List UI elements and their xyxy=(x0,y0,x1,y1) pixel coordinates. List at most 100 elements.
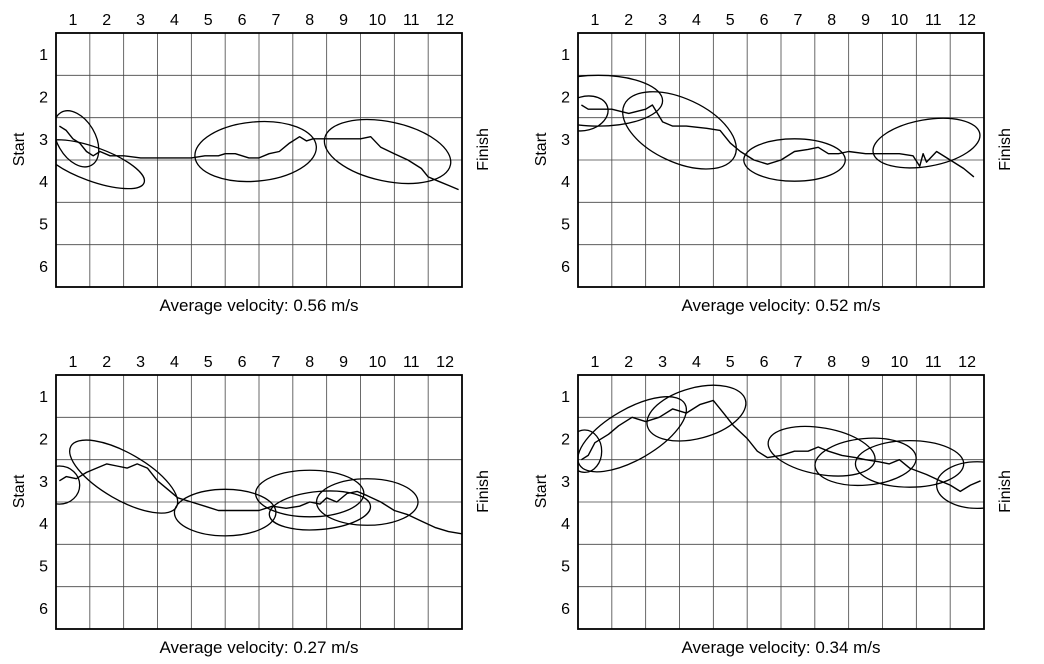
column-number-label: 10 xyxy=(891,354,909,371)
column-number-label: 1 xyxy=(68,354,77,371)
confidence-ellipse xyxy=(872,117,981,169)
column-number-label: 9 xyxy=(861,354,870,371)
column-number-label: 2 xyxy=(102,12,111,29)
start-label: Start xyxy=(533,132,550,166)
grid-border xyxy=(55,32,463,288)
confidence-ellipse xyxy=(323,118,452,185)
row-number-label: 5 xyxy=(39,559,48,576)
column-number-label: 10 xyxy=(891,12,909,29)
trajectory-path xyxy=(581,399,981,493)
row-number-label: 3 xyxy=(39,132,48,149)
column-number-label: 8 xyxy=(827,12,836,29)
row-number-label: 3 xyxy=(561,132,570,149)
column-number-label: 4 xyxy=(692,12,701,29)
row-number-label: 4 xyxy=(39,516,48,533)
confidence-ellipse xyxy=(194,120,317,183)
grid-border xyxy=(577,374,985,630)
column-number-label: 4 xyxy=(692,354,701,371)
row-number-label: 1 xyxy=(39,389,48,406)
column-number-label: 12 xyxy=(436,354,454,371)
column-number-label: 2 xyxy=(102,354,111,371)
column-number-label: 7 xyxy=(271,12,280,29)
column-number-label: 7 xyxy=(793,354,802,371)
column-number-label: 9 xyxy=(861,12,870,29)
column-number-label: 11 xyxy=(925,12,942,29)
column-number-label: 8 xyxy=(827,354,836,371)
confidence-ellipse xyxy=(814,437,917,487)
column-number-label: 6 xyxy=(760,354,769,371)
confidence-ellipse xyxy=(854,439,965,488)
column-number-label: 1 xyxy=(68,12,77,29)
velocity-caption: Average velocity: 0.27 m/s xyxy=(159,638,359,657)
row-number-label: 5 xyxy=(561,559,570,576)
ellipse-group xyxy=(578,384,984,509)
velocity-caption: Average velocity: 0.56 m/s xyxy=(159,296,359,315)
confidence-ellipse xyxy=(578,396,688,473)
confidence-ellipse xyxy=(622,91,737,170)
row-number-label: 4 xyxy=(39,174,48,191)
trajectory-path xyxy=(59,125,459,191)
grid-lines xyxy=(578,375,984,629)
column-number-label: 2 xyxy=(624,354,633,371)
start-label: Start xyxy=(533,474,550,508)
row-number-label: 6 xyxy=(561,259,570,276)
trajectory-path xyxy=(581,104,975,178)
grid-border xyxy=(55,374,463,630)
trajectory-path xyxy=(59,463,462,535)
column-number-label: 6 xyxy=(238,354,247,371)
panel-top-right: 1 2 3 4 5 6 7 8 9 10 11 12 1 2 3 4 5 6 Start Finish Average… xyxy=(522,0,1044,332)
column-number-label: 5 xyxy=(204,354,213,371)
row-number-label: 6 xyxy=(39,259,48,276)
ellipse-group xyxy=(56,439,419,537)
row-number-label: 2 xyxy=(39,432,48,449)
column-number-label: 3 xyxy=(136,12,145,29)
velocity-caption: Average velocity: 0.52 m/s xyxy=(681,296,881,315)
finish-label: Finish xyxy=(997,128,1014,171)
grid-lines xyxy=(56,33,462,287)
row-number-label: 6 xyxy=(561,601,570,618)
column-number-label: 3 xyxy=(658,354,667,371)
velocity-caption: Average velocity: 0.34 m/s xyxy=(681,638,881,657)
column-number-label: 5 xyxy=(204,12,213,29)
column-number-label: 4 xyxy=(170,12,179,29)
row-number-label: 1 xyxy=(39,47,48,64)
column-number-label: 11 xyxy=(925,354,942,371)
column-number-label: 12 xyxy=(958,12,976,29)
column-number-label: 4 xyxy=(170,354,179,371)
confidence-ellipse xyxy=(268,490,372,531)
confidence-ellipse xyxy=(767,425,876,477)
confidence-ellipse xyxy=(646,384,747,442)
row-number-label: 2 xyxy=(561,90,570,107)
confidence-ellipse xyxy=(578,74,664,127)
column-number-label: 9 xyxy=(339,12,348,29)
column-number-label: 5 xyxy=(726,12,735,29)
column-number-label: 6 xyxy=(238,12,247,29)
row-number-label: 2 xyxy=(39,90,48,107)
confidence-ellipse xyxy=(173,488,277,537)
column-number-label: 1 xyxy=(590,354,599,371)
row-number-label: 4 xyxy=(561,174,570,191)
row-number-label: 3 xyxy=(39,474,48,491)
confidence-ellipse xyxy=(935,461,984,509)
start-label: Start xyxy=(11,474,28,508)
column-number-label: 12 xyxy=(958,354,976,371)
confidence-ellipse xyxy=(578,429,603,474)
column-number-label: 7 xyxy=(793,12,802,29)
column-number-label: 12 xyxy=(436,12,454,29)
column-number-label: 3 xyxy=(658,12,667,29)
confidence-ellipse xyxy=(56,110,100,168)
start-label: Start xyxy=(11,132,28,166)
column-number-label: 1 xyxy=(590,12,599,29)
panel-bottom-left: 1 2 3 4 5 6 7 8 9 10 11 12 1 2 3 4 5 6 Start Finish Average… xyxy=(0,332,522,664)
row-number-label: 3 xyxy=(561,474,570,491)
confidence-ellipse xyxy=(56,465,81,505)
row-number-label: 1 xyxy=(561,389,570,406)
column-number-label: 9 xyxy=(339,354,348,371)
column-number-label: 10 xyxy=(369,12,387,29)
row-number-label: 6 xyxy=(39,601,48,618)
finish-label: Finish xyxy=(475,128,492,171)
row-number-label: 1 xyxy=(561,47,570,64)
